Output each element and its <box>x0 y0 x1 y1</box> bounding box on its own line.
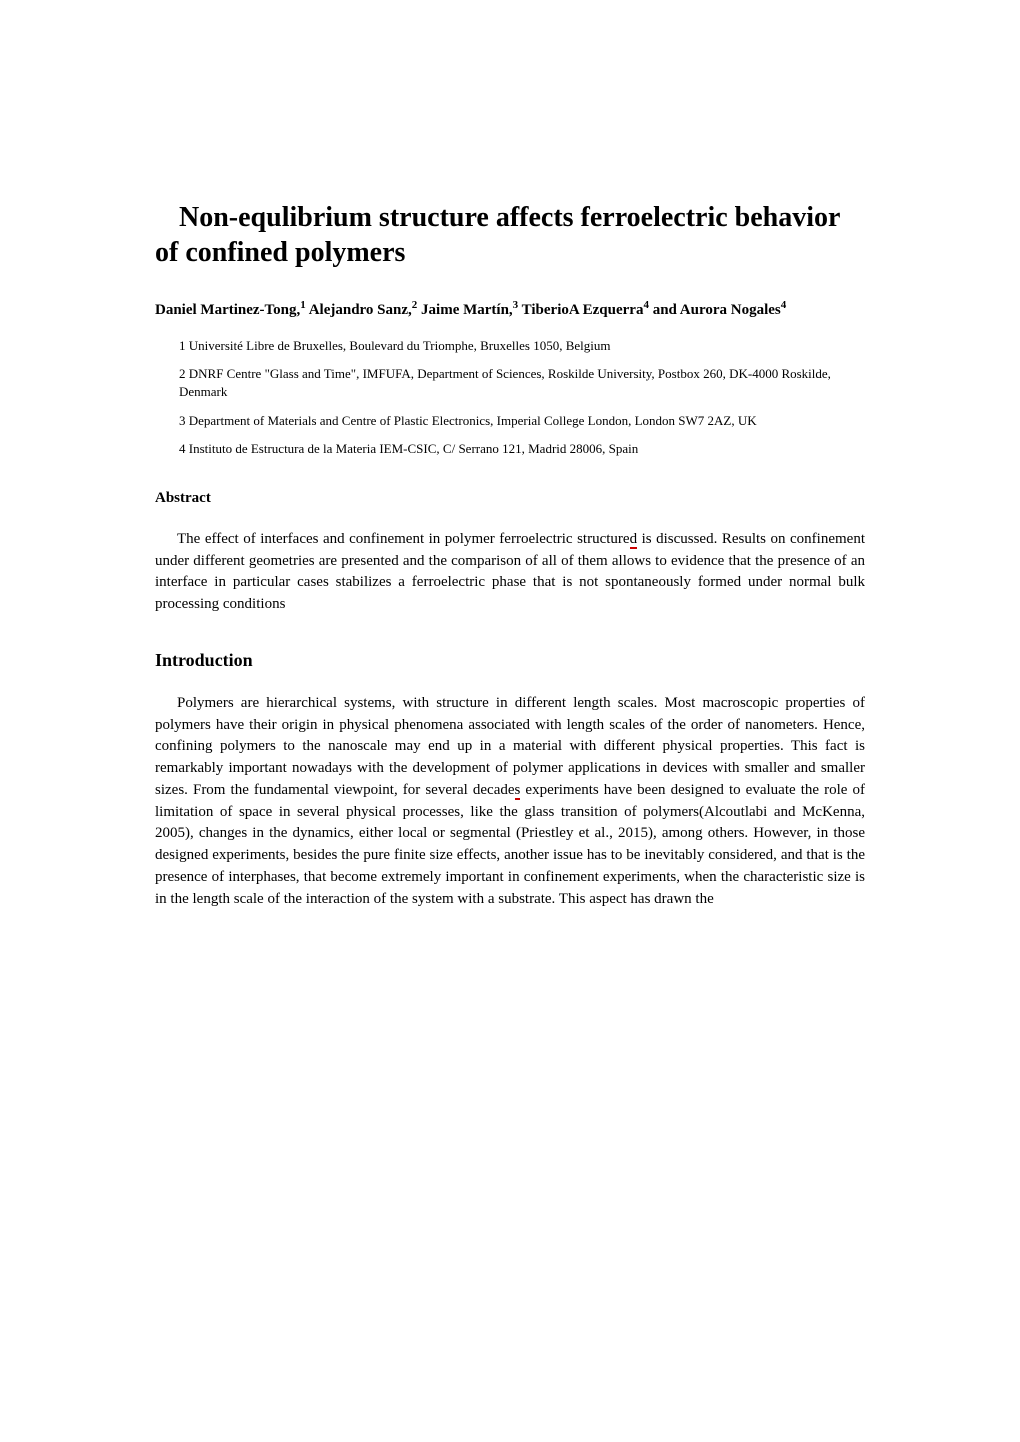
abstract-heading: Abstract <box>155 490 865 507</box>
abstract-text: The effect of interfaces and confinement… <box>155 529 865 616</box>
affiliations-block: 1 Université Libre de Bruxelles, Bouleva… <box>155 337 865 458</box>
affiliation: 4 Instituto de Estructura de la Materia … <box>179 440 865 458</box>
authors-line: Daniel Martinez-Tong,1 Alejandro Sanz,2 … <box>155 298 865 321</box>
affiliation: 2 DNRF Centre "Glass and Time", IMFUFA, … <box>179 365 865 401</box>
introduction-heading: Introduction <box>155 650 865 671</box>
affiliation: 1 Université Libre de Bruxelles, Bouleva… <box>179 337 865 355</box>
paper-title: Non-equlibrium structure affects ferroel… <box>155 200 865 270</box>
affiliation: 3 Department of Materials and Centre of … <box>179 412 865 430</box>
introduction-text: Polymers are hierarchical systems, with … <box>155 693 865 911</box>
